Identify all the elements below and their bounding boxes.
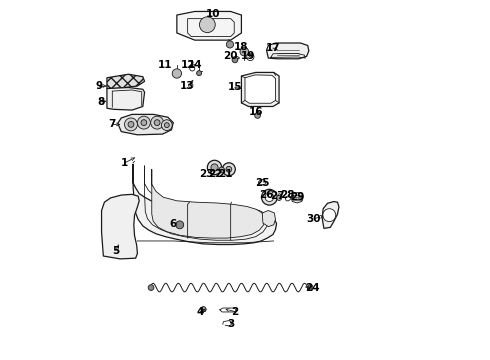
Circle shape: [207, 160, 221, 175]
Circle shape: [219, 167, 224, 173]
Circle shape: [154, 120, 160, 126]
Text: 22: 22: [208, 168, 223, 179]
Text: 21: 21: [218, 168, 233, 179]
Polygon shape: [242, 72, 279, 107]
Polygon shape: [101, 194, 139, 259]
Text: 25: 25: [255, 178, 270, 188]
Circle shape: [323, 209, 336, 222]
Circle shape: [176, 221, 184, 229]
Text: 20: 20: [222, 51, 237, 61]
Circle shape: [196, 71, 201, 76]
Circle shape: [141, 120, 147, 126]
Circle shape: [165, 123, 169, 127]
Circle shape: [128, 122, 134, 127]
Circle shape: [226, 41, 234, 48]
Polygon shape: [133, 164, 276, 244]
Text: 17: 17: [266, 43, 280, 53]
Text: 26: 26: [259, 190, 274, 200]
Text: 15: 15: [228, 82, 242, 93]
Circle shape: [199, 17, 215, 33]
Polygon shape: [291, 193, 303, 203]
Text: 5: 5: [112, 246, 120, 256]
Circle shape: [265, 193, 274, 202]
Circle shape: [151, 116, 164, 129]
Circle shape: [161, 120, 172, 131]
Polygon shape: [177, 12, 242, 40]
Polygon shape: [118, 114, 173, 135]
Circle shape: [307, 285, 313, 291]
Polygon shape: [152, 169, 265, 238]
Text: 6: 6: [169, 219, 176, 229]
Text: 10: 10: [205, 9, 220, 19]
Polygon shape: [267, 43, 309, 59]
Text: 12: 12: [181, 60, 196, 70]
Polygon shape: [262, 211, 275, 226]
Circle shape: [240, 47, 248, 56]
Text: 27: 27: [270, 191, 285, 201]
Text: 23: 23: [199, 168, 214, 179]
Text: 8: 8: [97, 97, 104, 107]
Circle shape: [255, 113, 260, 118]
Text: 14: 14: [188, 60, 203, 70]
Circle shape: [222, 163, 235, 176]
Text: 1: 1: [121, 158, 128, 168]
Text: 16: 16: [249, 107, 264, 117]
Polygon shape: [245, 75, 275, 103]
Circle shape: [148, 285, 154, 291]
Polygon shape: [322, 202, 339, 228]
Text: 9: 9: [95, 81, 102, 91]
Text: 13: 13: [180, 81, 194, 91]
Text: 19: 19: [241, 51, 255, 61]
Text: 2: 2: [231, 307, 239, 316]
Text: 28: 28: [280, 190, 294, 200]
Circle shape: [211, 164, 218, 171]
Circle shape: [172, 69, 181, 78]
Circle shape: [232, 57, 238, 63]
Circle shape: [137, 116, 150, 129]
Circle shape: [262, 189, 277, 205]
Text: 4: 4: [196, 307, 204, 316]
Text: 11: 11: [158, 60, 172, 70]
Circle shape: [226, 166, 232, 172]
Polygon shape: [107, 87, 145, 110]
Circle shape: [124, 118, 137, 131]
Text: 7: 7: [108, 120, 115, 129]
Text: 29: 29: [290, 192, 304, 202]
Circle shape: [276, 195, 282, 201]
Text: 18: 18: [233, 42, 248, 52]
Circle shape: [201, 307, 206, 312]
Text: 30: 30: [307, 214, 321, 224]
Text: 24: 24: [305, 283, 320, 293]
Polygon shape: [107, 74, 145, 89]
Text: 3: 3: [228, 319, 235, 329]
